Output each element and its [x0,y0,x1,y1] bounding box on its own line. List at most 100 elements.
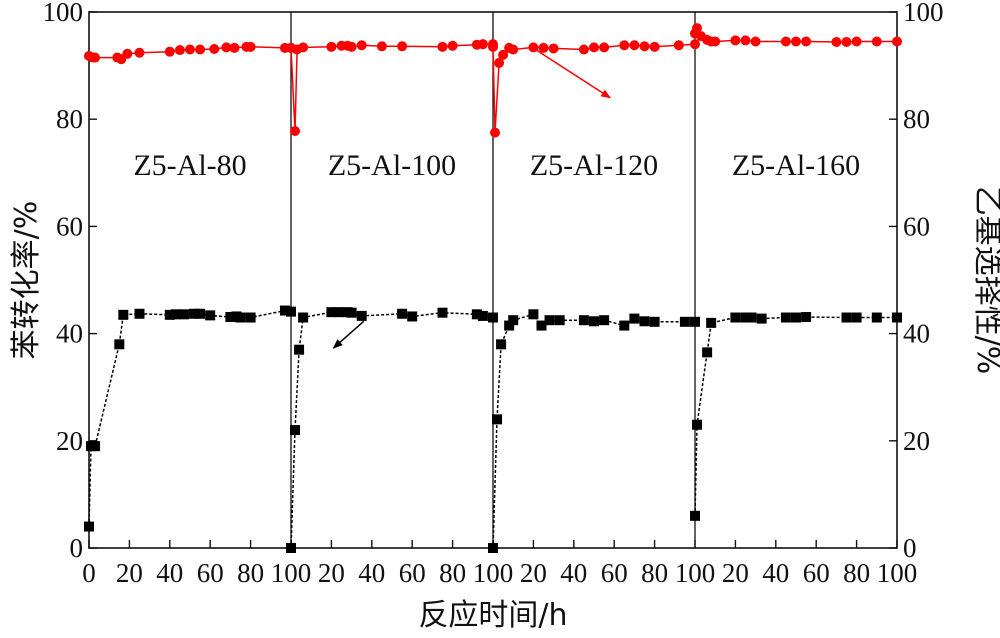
selectivity-point [185,44,195,55]
conversion-point [496,339,507,350]
conversion-point [508,315,519,326]
selectivity-point [710,36,721,47]
conversion-point [90,441,101,452]
conversion-point [205,310,216,321]
conversion-line-panel-4 [694,316,897,516]
conversion-point [702,347,713,358]
conversion-point [492,414,503,425]
selectivity-point [538,42,549,53]
selectivity-point [740,35,751,46]
y-right-axis-title: 乙基选择性/% [970,186,1000,375]
selectivity-point [174,45,185,56]
selectivity-point [134,47,145,58]
y-left-tick-label: 40 [56,319,83,349]
x-tick-label: 80 [237,558,264,588]
x-tick-label: 60 [601,558,628,588]
conversion-point [114,339,125,350]
panel-label: Z5-Al-80 [133,149,246,182]
selectivity-point [326,41,337,52]
conversion-point [690,316,700,327]
selectivity-point [376,41,387,52]
selectivity-point [90,52,101,63]
selectivity-point [245,41,256,52]
selectivity-point [356,40,367,51]
selectivity-point [851,36,862,47]
conversion-point [619,320,630,331]
x-tick-label: 60 [399,558,426,588]
y-right-tick-label: 0 [903,533,917,563]
conversion-point [471,309,482,320]
conversion-point [397,308,408,319]
conversion-point [740,312,751,323]
selectivity-point [578,44,589,55]
x-tick-label: 40 [156,558,183,588]
selectivity-point [619,40,630,51]
selectivity-point [164,46,175,57]
selectivity-point [447,40,458,51]
plot-frame-layer [88,11,898,549]
selectivity-point [122,48,133,59]
conversion-point [134,308,145,319]
conversion-point [437,307,448,318]
y-right-tick-label: 80 [903,104,930,134]
selectivity-line-panel-2 [290,43,493,132]
conversion-point [692,419,703,430]
selectivity-point [508,44,519,55]
annotation-layer [332,48,612,349]
conversion-point [544,315,555,326]
conversion-point [536,320,547,331]
selectivity-point [498,49,509,60]
conversion-point [356,310,367,321]
x-tick-label: 100 [473,558,514,588]
y-left-axis-title: 苯转化率/% [9,201,44,360]
conversion-point [504,320,515,331]
conversion-point [706,317,717,328]
selectivity-point [488,41,498,52]
y-left-tick-label: 80 [56,104,83,134]
selectivity-point [780,36,791,47]
selectivity-point [221,42,232,53]
conversion-point [290,425,301,436]
conversion-point [326,307,337,318]
y-left-tick-label: 0 [70,533,84,563]
selectivity-point [791,36,801,47]
selectivity-point [229,42,240,53]
selectivity-point [801,36,812,47]
conversion-point [84,521,94,532]
selectivity-arrow [535,48,612,99]
selectivity-point [195,44,206,55]
x-tick-label: 80 [843,558,870,588]
selectivity-point [692,23,703,34]
conversion-point [599,315,610,326]
conversion-point [488,312,498,323]
conversion-line-panel-2 [290,311,494,549]
x-tick-label: 80 [439,558,466,588]
series-layer [84,23,902,553]
conversion-point [756,313,767,324]
conversion-point [346,307,357,318]
x-axis-title: 反应时间/h [418,598,567,633]
selectivity-point [477,39,488,50]
x-tick-label: 100 [877,558,918,588]
conversion-point [235,312,246,323]
selectivity-point [841,37,852,48]
conversion-point [164,309,175,320]
conversion-point [528,309,539,320]
selectivity-point [589,42,599,53]
selectivity-point [548,43,559,54]
conversion-point [746,312,757,323]
conversion-point [639,316,650,327]
y-left-tick-label: 60 [56,211,83,241]
conversion-point [589,316,599,327]
selectivity-point [673,40,684,51]
x-tick-label: 60 [197,558,224,588]
x-tick-label: 40 [560,558,587,588]
conversion-point [407,311,418,322]
conversion-point [554,315,565,326]
conversion-point [279,305,290,316]
selectivity-point [298,42,309,53]
conversion-point [170,309,181,320]
conversion-point [245,312,256,323]
conversion-line-panel-3 [492,313,695,549]
